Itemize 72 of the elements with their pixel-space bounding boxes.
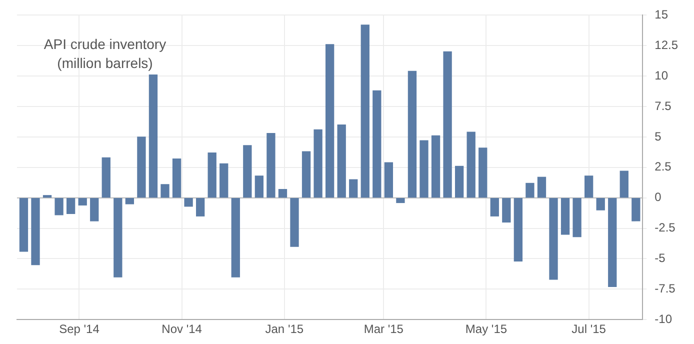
y-tick-label: 15 — [654, 8, 668, 22]
y-tick-label: 0 — [654, 190, 662, 204]
y-tick-label: -2.5 — [654, 220, 676, 235]
y-tick-label: 12.5 — [654, 38, 678, 52]
bar — [620, 170, 628, 198]
bar — [184, 198, 193, 207]
bar — [78, 198, 87, 206]
bar — [19, 198, 28, 252]
x-tick-label: Nov '14 — [162, 322, 202, 336]
bar — [31, 198, 40, 266]
bar — [337, 124, 346, 198]
y-tick-label: -7.5 — [654, 281, 676, 296]
bar — [349, 179, 358, 198]
bar — [302, 151, 311, 198]
bar — [560, 198, 570, 235]
y-tick-label: 10 — [654, 68, 668, 82]
bar — [478, 148, 488, 198]
x-tick-label: Jul '15 — [572, 322, 606, 336]
bar — [384, 162, 394, 198]
bar — [549, 198, 558, 280]
bar — [42, 195, 52, 198]
bar — [526, 182, 534, 198]
bar — [431, 135, 440, 198]
bar — [114, 198, 122, 278]
bar — [360, 24, 370, 198]
bar — [325, 44, 334, 198]
bar — [608, 198, 617, 288]
text: (million barrels) — [57, 55, 153, 72]
x-tick-label: May '15 — [465, 322, 508, 336]
x-tick-label: Sep '14 — [59, 322, 100, 336]
bar — [537, 176, 546, 198]
bar — [314, 129, 322, 198]
bar — [137, 136, 146, 198]
y-tick-label: 2.5 — [654, 160, 672, 174]
y-tick-label: 5 — [654, 129, 662, 144]
bar — [172, 158, 182, 198]
bar — [290, 198, 299, 247]
bar — [408, 70, 417, 198]
bar — [466, 132, 476, 198]
bar — [632, 198, 640, 222]
bar — [90, 198, 99, 222]
bar — [102, 157, 110, 198]
bar — [243, 145, 252, 198]
bar — [396, 198, 405, 204]
text: API crude inventory — [44, 36, 166, 52]
bar — [584, 176, 594, 198]
y-tick-label: 7.5 — [654, 98, 672, 113]
x-tick-label: Jan '15 — [265, 322, 304, 336]
y-tick-label: -5 — [654, 251, 666, 266]
bar — [208, 152, 216, 198]
bar — [254, 176, 264, 198]
bar — [596, 198, 605, 210]
bar — [231, 198, 240, 278]
bar — [278, 188, 288, 198]
bar — [372, 90, 382, 198]
bar — [502, 198, 511, 223]
bar — [54, 198, 64, 216]
bar — [66, 198, 76, 214]
bar — [220, 163, 228, 198]
bar — [420, 140, 428, 198]
y-tick-label: -10 — [654, 312, 672, 326]
bar — [454, 166, 464, 198]
bar — [443, 51, 452, 198]
bar — [196, 198, 205, 216]
bar — [148, 74, 158, 198]
bar — [514, 198, 523, 262]
bar — [160, 184, 170, 198]
bar — [266, 132, 276, 198]
bar — [125, 198, 134, 204]
x-tick-label: Mar '15 — [364, 322, 404, 336]
bar — [490, 198, 499, 216]
bar — [572, 198, 582, 238]
